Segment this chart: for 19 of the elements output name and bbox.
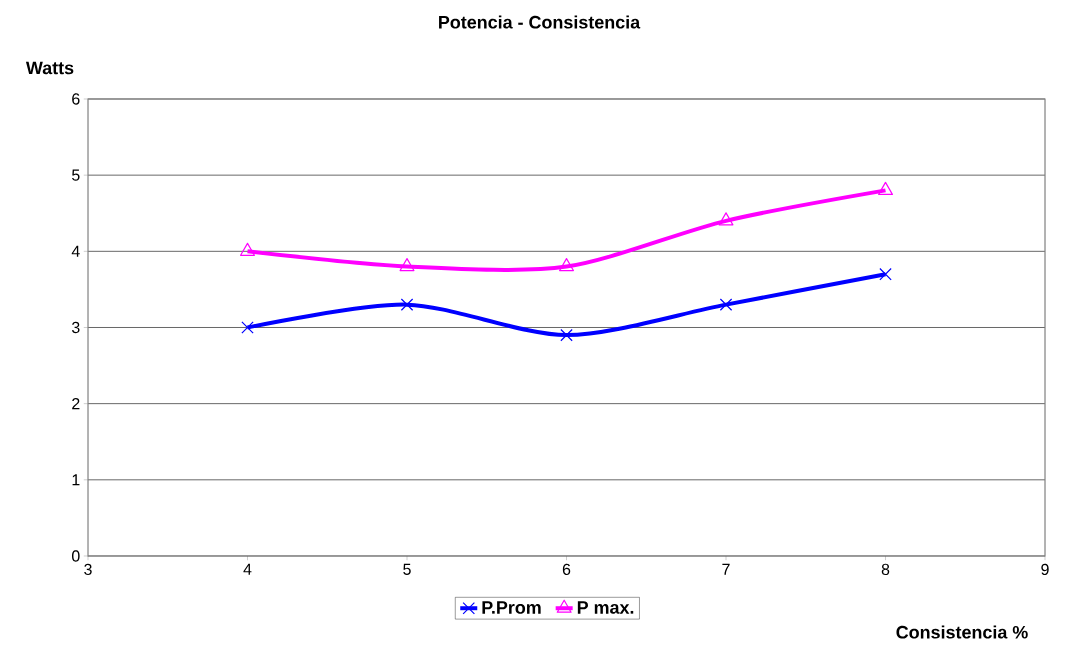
- x-tick-label: 5: [403, 563, 411, 575]
- y-tick-label: 0: [72, 550, 80, 562]
- chart-title: Potencia - Consistencia: [439, 15, 641, 29]
- x-tick-label: 6: [562, 563, 571, 576]
- x-axis-title: Consistencia %: [896, 625, 1028, 639]
- x-tick-label: 8: [881, 563, 890, 576]
- x-tick-label: 9: [1041, 563, 1049, 576]
- y-axis-title: Watts: [25, 61, 74, 75]
- x-tick-label: 7: [722, 563, 730, 575]
- y-tick-label: 3: [71, 321, 80, 334]
- y-tick-label: 2: [72, 398, 80, 410]
- legend-label: P max.: [577, 601, 634, 614]
- x-tick-label: 3: [84, 563, 92, 576]
- y-tick-label: 4: [71, 245, 80, 257]
- x-tick-label: 4: [243, 563, 252, 575]
- legend-label: P.Prom: [482, 601, 541, 614]
- y-tick-label: 1: [72, 474, 80, 486]
- y-tick-label: 5: [72, 169, 80, 181]
- y-tick-label: 6: [72, 93, 80, 105]
